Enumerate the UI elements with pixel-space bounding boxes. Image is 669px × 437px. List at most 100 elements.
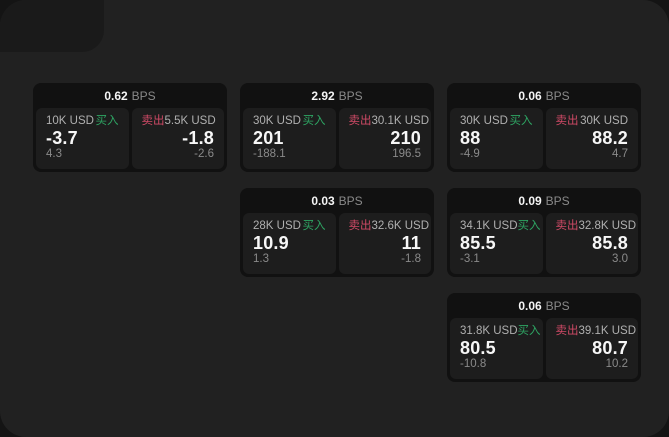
sell-meta-row: 卖出 30.1K USD: [348, 115, 430, 128]
buy-price: -3.7: [46, 128, 78, 148]
sell-quote-panel[interactable]: 卖出 39.1K USD 80.7 10.2: [545, 318, 638, 379]
sell-side-label: 卖出: [555, 220, 579, 232]
bps-header: 2.92 BPS: [240, 83, 434, 106]
quote-panels: 30K USD 买入 201 -188.1 卖出 30.1K USD 210 1…: [240, 106, 434, 172]
buy-secondary-value: -10.8: [460, 358, 487, 370]
bps-unit-label: BPS: [545, 88, 570, 103]
bps-unit-label: BPS: [545, 193, 570, 208]
bps-value: 0.06: [518, 88, 542, 103]
bps-header: 0.06 BPS: [447, 83, 641, 106]
buy-quote-panel[interactable]: 34.1K USD 买入 85.5 -3.1: [450, 213, 543, 274]
sell-quote-panel[interactable]: 卖出 30K USD 88.2 4.7: [545, 108, 638, 169]
buy-meta-row: 30K USD 买入: [460, 115, 533, 128]
buy-price: 88: [460, 128, 481, 148]
bps-value: 2.92: [311, 88, 335, 103]
quote-panels: 34.1K USD 买入 85.5 -3.1 卖出 32.8K USD 85.8…: [447, 211, 641, 277]
sell-notional: 32.8K USD: [578, 220, 637, 232]
sell-side-label: 卖出: [555, 115, 579, 127]
quote-card: 2.92 BPS 30K USD 买入 201 -188.1 卖出 30.1K …: [240, 83, 434, 172]
quote-card: 0.62 BPS 10K USD 买入 -3.7 4.3 卖出 5.5K USD…: [33, 83, 227, 172]
sell-notional: 5.5K USD: [164, 115, 216, 127]
buy-secondary-value: -4.9: [460, 148, 480, 160]
quote-panels: 28K USD 买入 10.9 1.3 卖出 32.6K USD 11 -1.8: [240, 211, 434, 277]
bps-unit-label: BPS: [131, 88, 156, 103]
buy-side-label: 买入: [517, 325, 541, 337]
sell-meta-row: 卖出 5.5K USD: [141, 115, 216, 128]
sell-notional: 39.1K USD: [578, 325, 637, 337]
sell-notional: 32.6K USD: [371, 220, 430, 232]
bps-header: 0.03 BPS: [240, 188, 434, 211]
bps-value: 0.06: [518, 298, 542, 313]
sell-quote-panel[interactable]: 卖出 5.5K USD -1.8 -2.6: [131, 108, 224, 169]
sell-notional: 30.1K USD: [371, 115, 430, 127]
buy-side-label: 买入: [517, 220, 541, 232]
sell-meta-row: 卖出 39.1K USD: [555, 325, 637, 338]
sell-secondary-value: -2.6: [194, 148, 214, 160]
buy-quote-panel[interactable]: 31.8K USD 买入 80.5 -10.8: [450, 318, 543, 379]
sell-price: -1.8: [182, 128, 214, 148]
sell-secondary-value: 4.7: [612, 148, 628, 160]
buy-notional: 30K USD: [253, 115, 301, 127]
buy-side-label: 买入: [95, 115, 119, 127]
bps-unit-label: BPS: [338, 193, 363, 208]
quotes-grid: 0.62 BPS 10K USD 买入 -3.7 4.3 卖出 5.5K USD…: [33, 83, 641, 382]
buy-price: 80.5: [460, 338, 496, 358]
buy-secondary-value: -188.1: [253, 148, 286, 160]
buy-notional: 31.8K USD: [460, 325, 518, 337]
quote-card: 0.09 BPS 34.1K USD 买入 85.5 -3.1 卖出 32.8K…: [447, 188, 641, 277]
buy-notional: 28K USD: [253, 220, 301, 232]
sell-side-label: 卖出: [348, 115, 372, 127]
buy-quote-panel[interactable]: 28K USD 买入 10.9 1.3: [243, 213, 336, 274]
buy-side-label: 买入: [509, 115, 533, 127]
sell-price: 88.2: [592, 128, 628, 148]
buy-notional: 30K USD: [460, 115, 508, 127]
sell-side-label: 卖出: [348, 220, 372, 232]
quote-panels: 10K USD 买入 -3.7 4.3 卖出 5.5K USD -1.8 -2.…: [33, 106, 227, 172]
sell-quote-panel[interactable]: 卖出 32.8K USD 85.8 3.0: [545, 213, 638, 274]
buy-meta-row: 10K USD 买入: [46, 115, 119, 128]
bps-header: 0.09 BPS: [447, 188, 641, 211]
buy-price: 10.9: [253, 233, 289, 253]
buy-secondary-value: 1.3: [253, 253, 269, 265]
sell-quote-panel[interactable]: 卖出 32.6K USD 11 -1.8: [338, 213, 431, 274]
bps-value: 0.62: [104, 88, 128, 103]
sell-price: 210: [390, 128, 421, 148]
sell-quote-panel[interactable]: 卖出 30.1K USD 210 196.5: [338, 108, 431, 169]
corner-overlay: [0, 0, 104, 52]
buy-side-label: 买入: [302, 220, 326, 232]
buy-notional: 34.1K USD: [460, 220, 518, 232]
buy-quote-panel[interactable]: 30K USD 买入 201 -188.1: [243, 108, 336, 169]
quote-card: 0.03 BPS 28K USD 买入 10.9 1.3 卖出 32.6K US…: [240, 188, 434, 277]
buy-quote-panel[interactable]: 10K USD 买入 -3.7 4.3: [36, 108, 129, 169]
bps-unit-label: BPS: [545, 298, 570, 313]
buy-notional: 10K USD: [46, 115, 94, 127]
sell-side-label: 卖出: [141, 115, 165, 127]
bps-value: 0.09: [518, 193, 542, 208]
sell-secondary-value: 10.2: [605, 358, 628, 370]
sell-meta-row: 卖出 32.8K USD: [555, 220, 637, 233]
sell-price: 80.7: [592, 338, 628, 358]
bps-value: 0.03: [311, 193, 335, 208]
buy-secondary-value: -3.1: [460, 253, 480, 265]
buy-meta-row: 31.8K USD 买入: [460, 325, 541, 338]
quote-panels: 31.8K USD 买入 80.5 -10.8 卖出 39.1K USD 80.…: [447, 316, 641, 382]
buy-side-label: 买入: [302, 115, 326, 127]
sell-secondary-value: -1.8: [401, 253, 421, 265]
buy-quote-panel[interactable]: 30K USD 买入 88 -4.9: [450, 108, 543, 169]
sell-side-label: 卖出: [555, 325, 579, 337]
buy-secondary-value: 4.3: [46, 148, 62, 160]
sell-secondary-value: 196.5: [392, 148, 421, 160]
buy-meta-row: 34.1K USD 买入: [460, 220, 541, 233]
sell-secondary-value: 3.0: [612, 253, 628, 265]
sell-price: 85.8: [592, 233, 628, 253]
sell-notional: 30K USD: [580, 115, 628, 127]
sell-price: 11: [401, 233, 421, 253]
sell-meta-row: 卖出 32.6K USD: [348, 220, 430, 233]
quote-card: 0.06 BPS 30K USD 买入 88 -4.9 卖出 30K USD 8…: [447, 83, 641, 172]
bps-header: 0.06 BPS: [447, 293, 641, 316]
buy-price: 201: [253, 128, 284, 148]
buy-meta-row: 30K USD 买入: [253, 115, 326, 128]
bps-unit-label: BPS: [338, 88, 363, 103]
sell-meta-row: 卖出 30K USD: [556, 115, 629, 128]
